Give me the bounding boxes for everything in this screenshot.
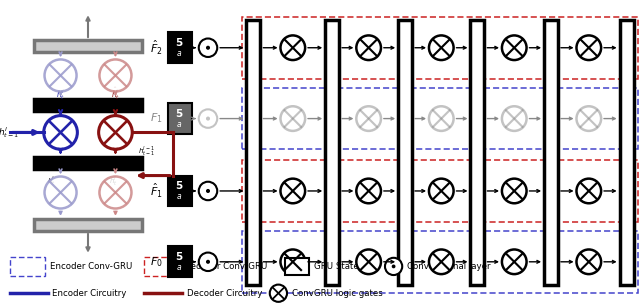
Circle shape bbox=[199, 109, 217, 128]
Circle shape bbox=[577, 106, 601, 131]
Circle shape bbox=[99, 116, 132, 149]
Circle shape bbox=[44, 116, 77, 149]
Circle shape bbox=[356, 35, 381, 60]
Circle shape bbox=[99, 59, 131, 91]
Circle shape bbox=[502, 106, 527, 131]
Text: Convolutional layer: Convolutional layer bbox=[407, 262, 491, 271]
Bar bbox=[35, 219, 141, 231]
Circle shape bbox=[199, 38, 217, 57]
Circle shape bbox=[429, 35, 454, 60]
Text: $a$: $a$ bbox=[175, 263, 182, 272]
Bar bbox=[168, 103, 192, 134]
Circle shape bbox=[280, 249, 305, 274]
Text: $h^l_t$: $h^l_t$ bbox=[109, 174, 118, 188]
Circle shape bbox=[577, 249, 601, 274]
Bar bbox=[35, 99, 141, 111]
Text: Encoder Conv-GRU: Encoder Conv-GRU bbox=[50, 262, 132, 271]
Bar bbox=[242, 160, 638, 222]
Circle shape bbox=[206, 46, 210, 50]
Circle shape bbox=[502, 179, 527, 203]
Text: 5: 5 bbox=[175, 109, 182, 119]
Text: $a$: $a$ bbox=[175, 192, 182, 201]
Bar bbox=[470, 20, 484, 285]
Bar bbox=[168, 246, 192, 277]
Bar bbox=[398, 20, 412, 285]
Bar bbox=[544, 20, 558, 285]
Text: $h^l_t$: $h^l_t$ bbox=[56, 87, 65, 102]
Bar bbox=[168, 32, 192, 63]
Circle shape bbox=[280, 35, 305, 60]
Circle shape bbox=[99, 176, 131, 209]
Bar bbox=[10, 257, 45, 276]
Circle shape bbox=[45, 59, 77, 91]
Bar bbox=[242, 17, 638, 79]
Circle shape bbox=[280, 106, 305, 131]
Circle shape bbox=[199, 182, 217, 200]
Circle shape bbox=[206, 260, 210, 264]
Text: GRU State: GRU State bbox=[314, 262, 359, 271]
Bar bbox=[246, 20, 260, 285]
Text: Decoder Circuitry: Decoder Circuitry bbox=[187, 289, 262, 298]
Text: Encoder Circuitry: Encoder Circuitry bbox=[52, 289, 127, 298]
Bar bbox=[168, 176, 192, 206]
Text: $h^l_{t-1}$: $h^l_{t-1}$ bbox=[0, 125, 19, 140]
Circle shape bbox=[206, 189, 210, 193]
Circle shape bbox=[206, 116, 210, 121]
Circle shape bbox=[429, 179, 454, 203]
Bar bbox=[242, 231, 638, 293]
Circle shape bbox=[502, 35, 527, 60]
Text: 5: 5 bbox=[175, 252, 182, 262]
Bar bbox=[35, 157, 141, 169]
Circle shape bbox=[429, 249, 454, 274]
Text: 5: 5 bbox=[175, 181, 182, 191]
Bar bbox=[620, 20, 634, 285]
Bar bbox=[285, 258, 309, 275]
Text: $a$: $a$ bbox=[175, 49, 182, 58]
Text: $a$: $a$ bbox=[175, 120, 182, 129]
Bar bbox=[144, 257, 179, 276]
Circle shape bbox=[45, 176, 77, 209]
Circle shape bbox=[392, 265, 396, 268]
Text: Decoder Conv-GRU: Decoder Conv-GRU bbox=[184, 262, 268, 271]
Bar bbox=[35, 40, 141, 52]
Circle shape bbox=[429, 106, 454, 131]
Circle shape bbox=[356, 249, 381, 274]
Circle shape bbox=[356, 106, 381, 131]
Circle shape bbox=[356, 179, 381, 203]
Circle shape bbox=[577, 179, 601, 203]
Bar bbox=[325, 20, 339, 285]
Text: $\hat{F}_2$: $\hat{F}_2$ bbox=[150, 38, 163, 57]
Circle shape bbox=[280, 179, 305, 203]
Text: ConvGRU logic gates: ConvGRU logic gates bbox=[292, 289, 383, 298]
Bar bbox=[242, 88, 638, 149]
Text: $h^{l-1}_{t-1}$: $h^{l-1}_{t-1}$ bbox=[138, 144, 155, 158]
Text: 5: 5 bbox=[175, 38, 182, 48]
Text: $F_0$: $F_0$ bbox=[150, 255, 163, 269]
Circle shape bbox=[199, 253, 217, 271]
Text: $F_1$: $F_1$ bbox=[150, 112, 163, 125]
Circle shape bbox=[577, 35, 601, 60]
Circle shape bbox=[385, 258, 402, 275]
Text: $\hat{F}_1$: $\hat{F}_1$ bbox=[150, 182, 163, 200]
Text: $h^l_t$: $h^l_t$ bbox=[47, 174, 55, 188]
Text: $\hat{h}^l_t$: $\hat{h}^l_t$ bbox=[111, 85, 120, 102]
Circle shape bbox=[502, 249, 527, 274]
Circle shape bbox=[270, 285, 287, 302]
